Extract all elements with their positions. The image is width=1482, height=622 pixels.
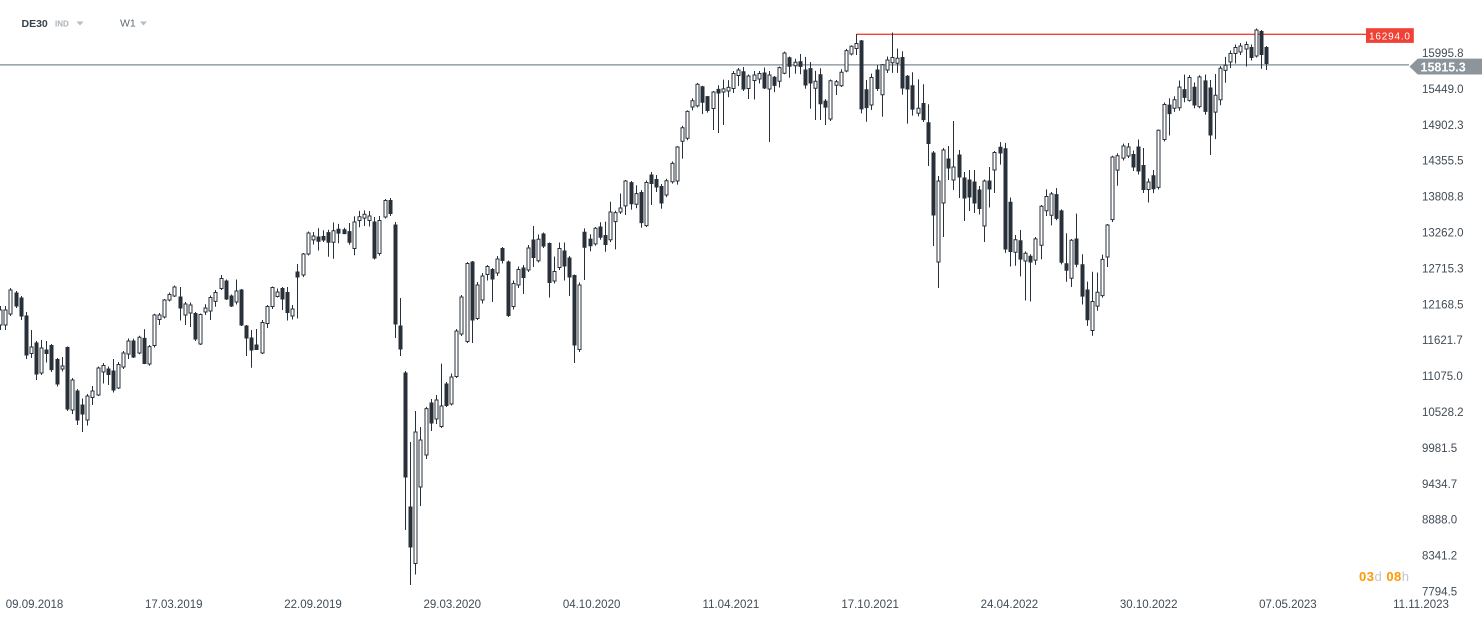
svg-text:11075.0: 11075.0: [1422, 371, 1463, 383]
svg-text:11621.7: 11621.7: [1422, 335, 1463, 347]
svg-text:15449.0: 15449.0: [1422, 84, 1464, 96]
svg-text:16294.0: 16294.0: [1369, 32, 1411, 43]
svg-text:07.05.2023: 07.05.2023: [1259, 599, 1317, 611]
svg-text:15995.8: 15995.8: [1422, 48, 1464, 60]
svg-text:8888.0: 8888.0: [1422, 515, 1457, 527]
svg-text:22.09.2019: 22.09.2019: [284, 599, 342, 611]
svg-text:11.11.2023: 11.11.2023: [1393, 599, 1449, 611]
svg-text:W1: W1: [120, 18, 136, 30]
svg-text:12715.3: 12715.3: [1422, 263, 1464, 275]
svg-text:14355.5: 14355.5: [1422, 156, 1464, 168]
svg-text:DE30: DE30: [22, 18, 48, 30]
svg-text:15815.3: 15815.3: [1421, 60, 1466, 74]
svg-text:11.04.2021: 11.04.2021: [703, 599, 760, 611]
svg-text:09.09.2018: 09.09.2018: [6, 599, 64, 611]
svg-text:24.04.2022: 24.04.2022: [981, 599, 1039, 611]
svg-text:9434.7: 9434.7: [1422, 479, 1457, 491]
svg-text:30.10.2022: 30.10.2022: [1120, 599, 1178, 611]
svg-text:IND: IND: [55, 20, 69, 29]
svg-text:13808.8: 13808.8: [1422, 192, 1464, 204]
svg-text:17.10.2021: 17.10.2021: [841, 599, 899, 611]
svg-text:7794.5: 7794.5: [1422, 587, 1457, 599]
svg-text:03d 08h: 03d 08h: [1359, 569, 1410, 584]
svg-text:17.03.2019: 17.03.2019: [145, 599, 203, 611]
svg-text:10528.2: 10528.2: [1422, 407, 1464, 419]
svg-text:14902.3: 14902.3: [1422, 120, 1464, 132]
svg-text:8341.2: 8341.2: [1422, 551, 1457, 563]
svg-text:29.03.2020: 29.03.2020: [424, 599, 482, 611]
svg-text:9981.5: 9981.5: [1422, 443, 1457, 455]
svg-text:04.10.2020: 04.10.2020: [563, 599, 621, 611]
svg-text:13262.0: 13262.0: [1422, 228, 1464, 240]
svg-text:12168.5: 12168.5: [1422, 299, 1464, 311]
